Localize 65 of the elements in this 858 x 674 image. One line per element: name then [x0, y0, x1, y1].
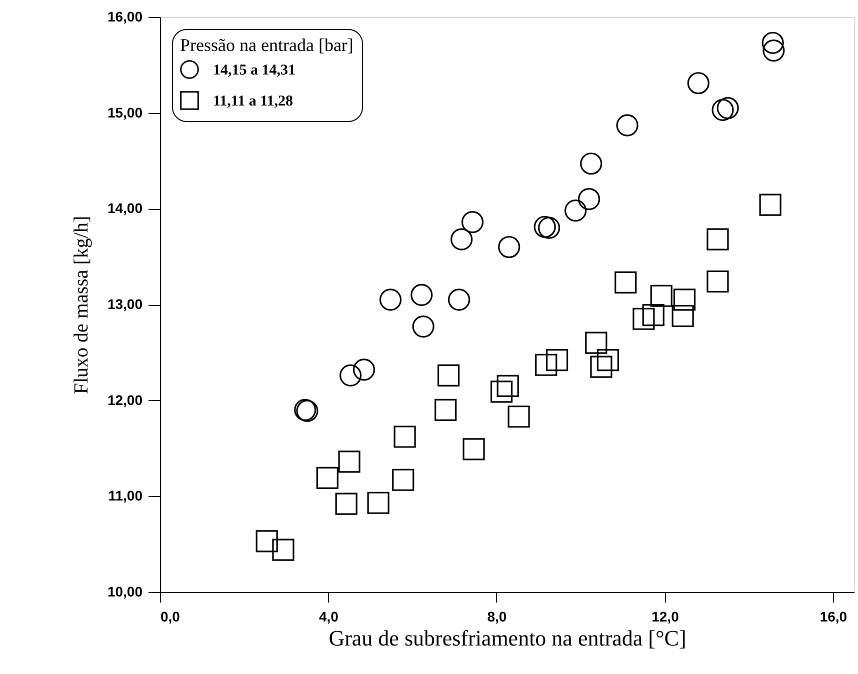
- x-tick-label: 8,0: [487, 608, 507, 624]
- point: [367, 492, 390, 514]
- point: [706, 228, 729, 250]
- point: [762, 40, 785, 62]
- point: [596, 349, 619, 372]
- point: [462, 438, 485, 460]
- point: [672, 304, 694, 328]
- x-tick-label: 16,0: [820, 608, 848, 624]
- y-tick-label: 14,00: [107, 200, 143, 216]
- point: [272, 538, 294, 561]
- y-axis-title: Fluxo de massa [kg/h]: [70, 216, 92, 394]
- point: [538, 216, 560, 239]
- y-tick-label: 12,00: [107, 392, 143, 408]
- legend-label: 14,15 a 14,31: [213, 62, 296, 78]
- point: [410, 284, 433, 306]
- y-tick-label: 13,00: [107, 296, 143, 312]
- point: [379, 288, 402, 311]
- point: [437, 364, 460, 386]
- point: [534, 216, 556, 238]
- point: [712, 98, 734, 121]
- point: [546, 349, 568, 372]
- point: [616, 114, 638, 136]
- point: [716, 97, 739, 120]
- point: [339, 364, 362, 386]
- x-axis-title: Grau de subresfriamento na entrada [°C]: [328, 626, 686, 650]
- y-tick-label: 10,00: [107, 584, 143, 600]
- point: [450, 228, 473, 250]
- point: [580, 152, 602, 175]
- point: [490, 380, 513, 403]
- point: [535, 354, 558, 376]
- point: [578, 188, 600, 210]
- point: [687, 72, 710, 94]
- x-tick-label: 12,0: [652, 608, 680, 624]
- point: [642, 304, 664, 326]
- point: [461, 211, 484, 234]
- legend-label: 11,11 a 11,28: [213, 94, 294, 110]
- point: [498, 236, 520, 258]
- legend-title: Pressão na entrada [bar]: [180, 35, 354, 55]
- point: [335, 492, 358, 515]
- point: [564, 200, 587, 222]
- x-tick-label: 4,0: [319, 608, 339, 624]
- point: [256, 530, 278, 552]
- point: [496, 374, 519, 398]
- point: [590, 356, 612, 378]
- point: [673, 288, 696, 311]
- y-tick-label: 15,00: [107, 104, 143, 120]
- point: [434, 398, 457, 421]
- x-tick-label: 0,0: [160, 608, 180, 624]
- point: [762, 32, 784, 54]
- point: [508, 406, 530, 428]
- y-tick-label: 11,00: [108, 488, 143, 504]
- point: [650, 284, 672, 307]
- point: [338, 450, 360, 473]
- y-tick-label: 16,00: [107, 8, 143, 24]
- point: [316, 466, 338, 490]
- point: [706, 270, 729, 293]
- point: [632, 308, 655, 330]
- point: [412, 316, 434, 338]
- point: [585, 332, 608, 354]
- point: [394, 426, 416, 448]
- point: [614, 271, 637, 294]
- point: [352, 358, 376, 381]
- point: [759, 194, 782, 216]
- point: [392, 468, 414, 491]
- point: [448, 288, 470, 311]
